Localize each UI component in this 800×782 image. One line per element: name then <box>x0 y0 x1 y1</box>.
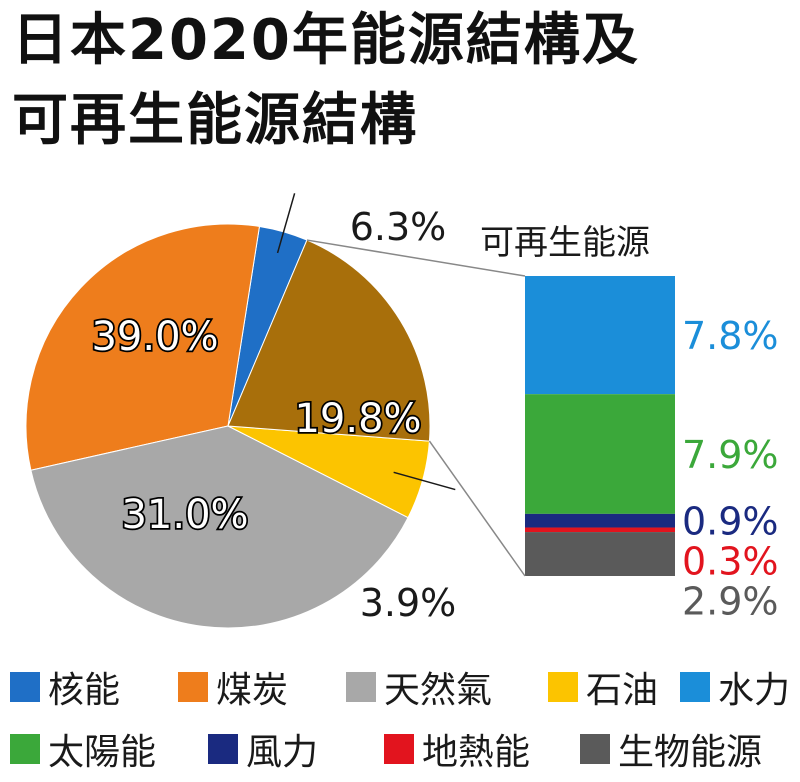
legend-label-gas: 天然氣 <box>384 670 493 711</box>
legend-item-hydro: 水力 <box>680 665 790 711</box>
legend-label-nuclear: 核能 <box>48 670 121 711</box>
pie-label-oil: 6.3% <box>350 205 447 249</box>
callout-line-nuclear <box>276 193 296 254</box>
legend-label-coal: 煤炭 <box>216 670 289 711</box>
stack-label-wind: 0.9% <box>682 500 779 544</box>
legend-label-wind: 風力 <box>246 732 319 773</box>
chart-title-line-1: 日本2020年能源結構及 <box>12 8 640 73</box>
pie-label-gas: 39.0% <box>91 314 218 360</box>
legend-swatch-oil <box>548 672 578 702</box>
pie-slice-gas <box>30 425 409 629</box>
stack-label-solar: 7.9% <box>682 433 779 477</box>
pie-label-renewable: 19.8% <box>294 396 421 442</box>
legend-item-biomass: 生物能源 <box>580 727 762 773</box>
connector-line-bottom <box>428 440 526 577</box>
stack-segment-hydro <box>525 276 675 395</box>
legend-item-oil: 石油 <box>548 665 658 711</box>
stack-label-hydro: 7.8% <box>682 314 779 358</box>
legend-item-nuclear: 核能 <box>10 665 120 711</box>
stack-label-geothermal: 0.3% <box>682 540 779 584</box>
pie-label-coal: 31.0% <box>121 492 248 538</box>
legend-swatch-gas <box>346 672 376 702</box>
legend-swatch-biomass <box>580 734 610 764</box>
legend-item-coal: 煤炭 <box>178 665 288 711</box>
stack-segment-biomass <box>525 532 675 576</box>
pie-label-nuclear: 3.9% <box>360 581 457 625</box>
legend-swatch-coal <box>178 672 208 702</box>
pie-slice-coal <box>25 223 261 471</box>
stack-segment-geothermal <box>525 527 675 533</box>
legend-label-geothermal: 地熱能 <box>422 732 531 773</box>
legend-swatch-geothermal <box>384 734 414 764</box>
legend-label-biomass: 生物能源 <box>618 732 763 773</box>
legend-swatch-solar <box>10 734 40 764</box>
pie-slice-renewable <box>227 239 431 442</box>
legend-label-hydro: 水力 <box>718 670 791 711</box>
stack-title: 可再生能源 <box>480 223 650 263</box>
stack-label-biomass: 2.9% <box>682 580 779 624</box>
stack-segment-wind <box>525 513 675 528</box>
callout-line-oil <box>393 471 456 491</box>
chart-title-line-2: 可再生能源結構 <box>12 88 418 153</box>
connector-line-top <box>306 239 526 277</box>
legend-label-solar: 太陽能 <box>48 732 157 773</box>
legend-item-solar: 太陽能 <box>10 727 156 773</box>
legend-item-wind: 風力 <box>208 727 318 773</box>
legend-swatch-hydro <box>680 672 710 702</box>
legend-item-gas: 天然氣 <box>346 665 492 711</box>
legend-label-oil: 石油 <box>586 670 659 711</box>
legend-item-geothermal: 地熱能 <box>384 727 530 773</box>
stack-segment-solar <box>525 394 675 514</box>
legend-swatch-wind <box>208 734 238 764</box>
legend-swatch-nuclear <box>10 672 40 702</box>
